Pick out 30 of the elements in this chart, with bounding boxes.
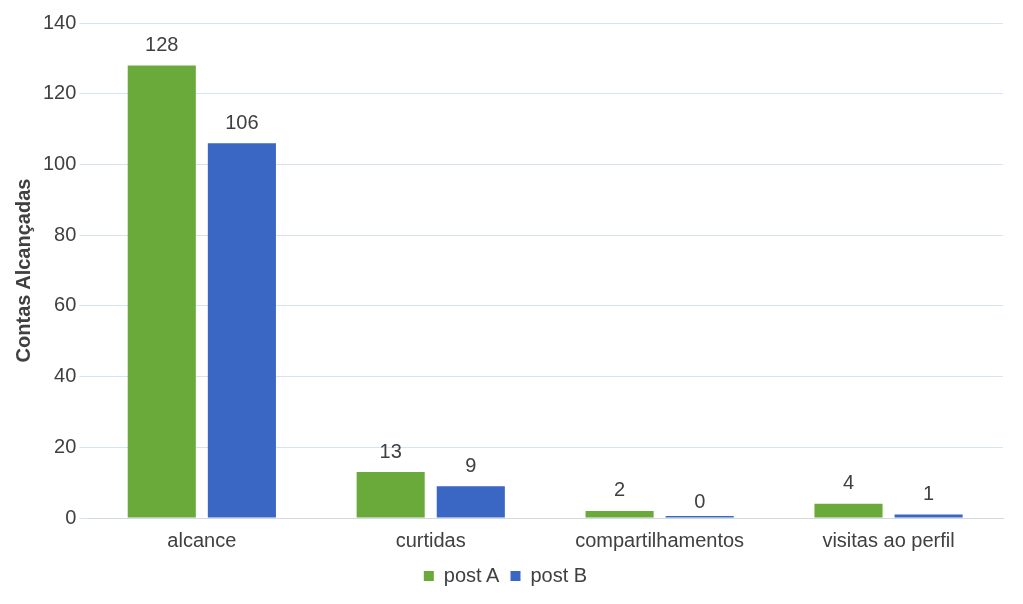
bar — [436, 486, 505, 518]
y-tick-label: 60 — [54, 293, 77, 316]
y-tick-label: 20 — [54, 434, 77, 457]
data-label: 2 — [614, 478, 626, 501]
y-tick-label: 120 — [42, 81, 77, 104]
data-label: 4 — [842, 471, 855, 494]
bar — [814, 503, 883, 518]
data-label: 13 — [379, 439, 402, 462]
bar — [207, 143, 276, 518]
y-axis-title: Contas Alcançadas — [11, 178, 34, 363]
bar — [585, 510, 654, 518]
bar — [356, 472, 425, 518]
y-tick-label: 0 — [65, 505, 77, 528]
x-tick-label: alcance — [167, 528, 237, 551]
x-tick-label: curtidas — [395, 528, 466, 551]
legend-label: post A — [443, 563, 501, 586]
y-tick-label: 100 — [42, 151, 77, 174]
y-tick-label: 40 — [54, 364, 77, 387]
y-tick-label: 80 — [54, 222, 77, 245]
x-tick-label: compartilhamentos — [575, 528, 745, 551]
bar — [127, 65, 196, 518]
y-tick-label: 140 — [42, 10, 77, 33]
data-label: 9 — [465, 453, 477, 476]
x-tick-label: visitas ao perfil — [822, 528, 955, 551]
data-label: 0 — [694, 489, 706, 512]
legend-label: post B — [530, 563, 588, 586]
data-label: 106 — [225, 110, 259, 133]
bar — [894, 514, 963, 518]
data-label: 1 — [923, 481, 935, 504]
data-label: 128 — [145, 32, 179, 55]
